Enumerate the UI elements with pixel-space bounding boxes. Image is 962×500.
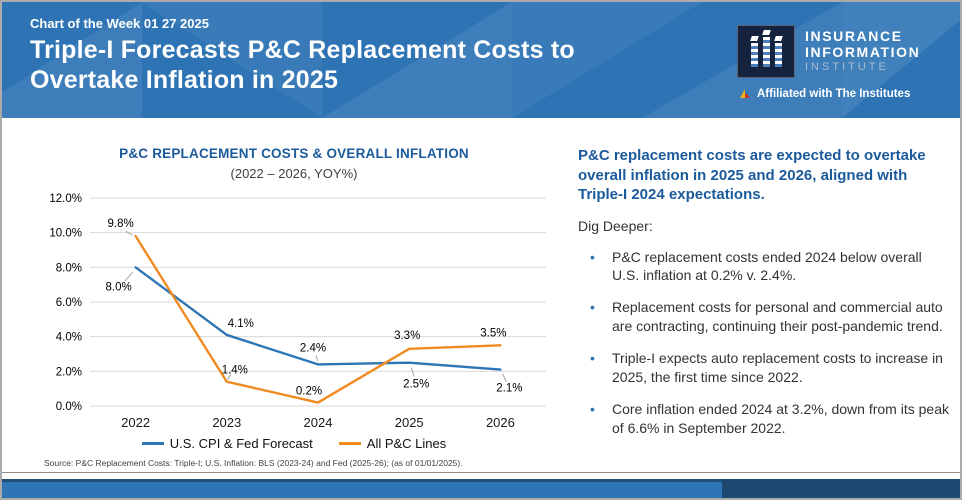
chart-title: P&C REPLACEMENT COSTS & OVERALL INFLATIO… — [119, 146, 469, 161]
data-label: 3.5% — [480, 327, 506, 339]
bullet-item: Core inflation ended 2024 at 3.2%, down … — [578, 400, 952, 437]
footer-bar — [2, 479, 960, 498]
data-label: 1.4% — [222, 365, 248, 377]
y-tick-label: 10.0% — [49, 228, 82, 240]
legend-item: U.S. CPI & Fed Forecast — [141, 436, 313, 451]
logo-line-insurance: INSURANCE — [805, 28, 903, 44]
y-tick-label: 0.0% — [56, 401, 82, 413]
commentary-panel: P&C replacement costs are expected to ov… — [578, 146, 952, 437]
logo-line-institute: INSTITUTE — [805, 61, 889, 73]
logo-line-information: INFORMATION — [805, 44, 921, 60]
x-tick-label: 2024 — [304, 415, 333, 430]
y-tick-label: 8.0% — [56, 262, 82, 274]
label-leader-line — [315, 355, 319, 362]
chart-of-the-week-label: Chart of the Week 01 27 2025 — [30, 16, 209, 31]
legend-swatch — [141, 442, 164, 445]
dig-deeper-label: Dig Deeper: — [578, 217, 653, 234]
panel-heading: P&C replacement costs are expected to ov… — [578, 147, 926, 203]
header-banner: Chart of the Week 01 27 2025 Triple-I Fo… — [2, 2, 960, 118]
y-tick-label: 4.0% — [56, 332, 82, 344]
chart-legend: U.S. CPI & Fed Forecast All P&C Lines — [32, 436, 556, 451]
content-divider — [2, 472, 960, 473]
data-label: 3.3% — [394, 330, 420, 342]
chart-subtitle: (2022 – 2026, YOY%) — [230, 166, 358, 181]
source-note: Source: P&C Replacement Costs: Triple-I;… — [44, 458, 463, 468]
data-label: 9.8% — [107, 218, 133, 230]
bullet-item: Replacement costs for personal and comme… — [578, 298, 952, 335]
bullet-item: P&C replacement costs ended 2024 below o… — [578, 248, 952, 285]
data-label: 8.0% — [105, 281, 131, 293]
institutes-icon — [740, 89, 750, 98]
label-leader-line — [410, 367, 415, 377]
data-label: 4.1% — [228, 318, 254, 330]
label-leader-line — [227, 373, 232, 380]
logo-i-glyph — [773, 36, 783, 67]
series-line-1 — [134, 234, 502, 404]
x-tick-label: 2023 — [212, 415, 241, 430]
y-tick-label: 2.0% — [56, 366, 82, 378]
page-title-line1: Triple-I Forecasts P&C Replacement Costs… — [30, 36, 575, 64]
page-title: Triple-I Forecasts P&C Replacement Costs… — [30, 35, 575, 95]
x-tick-label: 2022 — [121, 415, 150, 430]
affiliation-label: Affiliated with The Institutes — [757, 88, 911, 100]
page-title-line2: Overtake Inflation in 2025 — [30, 66, 339, 94]
x-tick-label: 2026 — [486, 415, 515, 430]
logo-i-glyph — [761, 30, 771, 67]
data-label: 2.1% — [496, 383, 522, 395]
footer-dark-segment — [722, 479, 960, 498]
bullet-list: P&C replacement costs ended 2024 below o… — [578, 248, 952, 438]
label-leader-line — [124, 272, 133, 282]
logo-i-glyph — [749, 36, 759, 67]
series-line-0 — [134, 266, 502, 371]
data-label: 0.2% — [296, 386, 322, 398]
y-tick-label: 12.0% — [49, 193, 82, 205]
triple-i-logo-icon — [737, 25, 795, 78]
legend-item: All P&C Lines — [338, 436, 447, 451]
bullet-item: Triple-I expects auto replacement costs … — [578, 349, 952, 386]
label-leader-line — [125, 230, 133, 236]
legend-label: All P&C Lines — [366, 436, 447, 451]
triple-i-logo-text: INSURANCE INFORMATION INSTITUTE — [805, 28, 920, 75]
legend-label: U.S. CPI & Fed Forecast — [169, 436, 313, 451]
data-label: 2.4% — [300, 342, 326, 354]
affiliation-row: Affiliated with The Institutes — [739, 88, 910, 100]
line-chart: 0.0% 2.0% 4.0% 6.0% 8.0% 10.0% 12.0% 2022 2023 20… — [49, 193, 546, 430]
y-tick-label: 6.0% — [56, 297, 82, 309]
x-tick-label: 2025 — [395, 415, 424, 430]
data-label: 2.5% — [403, 379, 429, 391]
label-leader-line — [501, 373, 507, 382]
legend-swatch — [338, 442, 361, 445]
